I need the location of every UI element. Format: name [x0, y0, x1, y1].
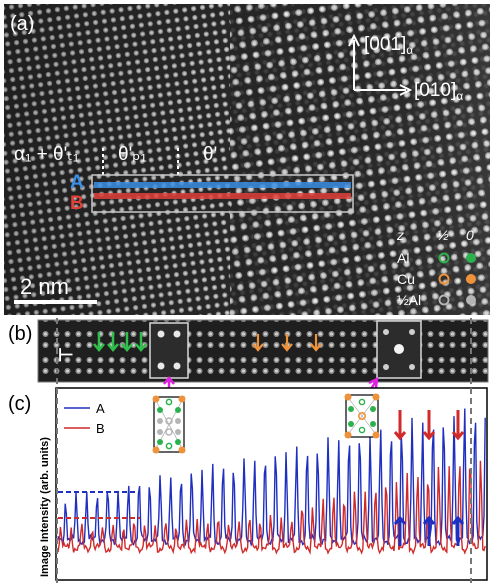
image-shading [4, 4, 490, 315]
green-arrow [107, 332, 119, 352]
inset-box-left [149, 322, 189, 379]
legend-z-label: z [396, 227, 404, 243]
orange-arrow [252, 334, 264, 352]
plot-frame [55, 387, 488, 581]
legend-cu-filled-marker [466, 274, 476, 284]
red-arrow [393, 410, 407, 441]
legend-a-label: A [96, 401, 105, 416]
axis-up-arrowhead [348, 33, 360, 47]
legend-half-al-open-marker [438, 294, 450, 306]
blue-arrow [422, 515, 436, 546]
green-arrows [93, 332, 147, 352]
blue-arrows [393, 515, 465, 546]
profile-box [91, 174, 354, 213]
series-b-line [57, 460, 486, 555]
red-arrows [393, 410, 465, 441]
axis-up-subscript: α [406, 43, 413, 57]
band-b-label: B [70, 193, 84, 214]
svg-text:[001]α: [001]α [364, 34, 413, 57]
orange-arrow [310, 334, 322, 352]
green-arrow [135, 332, 147, 352]
legend-cu-open-marker [438, 273, 450, 285]
legend-half-al-filled-marker [466, 295, 476, 305]
axis-up-label: [001] [364, 34, 406, 55]
legend-half-al-label: ½Al [397, 292, 421, 308]
panel-a: (a) [001]α [010]α α₁ + θ'ₜ₁ θ'ₚ₁ θ' A B … [4, 4, 490, 315]
y-axis-label: Image Intensity (arb. units) [39, 437, 51, 577]
band-a-label: A [70, 172, 84, 193]
panel-c: (c) Image Intensity (arb. units) A B [8, 387, 488, 581]
legend-b-label: B [96, 421, 105, 436]
svg-text:[010]α: [010]α [414, 80, 463, 103]
green-arrow [93, 332, 105, 352]
scale-bar-label: 2 nm [20, 274, 69, 299]
orange-arrows [252, 334, 322, 352]
legend-al-label: Al [397, 250, 409, 266]
atom-legend: z ½ 0 Al Cu ½Al [396, 227, 476, 308]
panel-b-label: (b) [8, 323, 32, 345]
dislocation-symbol: ⊢ [58, 345, 74, 365]
region-1-label: α₁ + θ'ₜ₁ [14, 144, 79, 165]
crystal-axes: [001]α [010]α [348, 33, 463, 103]
unit-cell-inset-left [152, 395, 186, 454]
blue-arrow [393, 515, 407, 546]
band-a [94, 182, 351, 188]
red-arrow [451, 410, 465, 441]
panel-a-label: (a) [10, 13, 34, 35]
legend-cu-label: Cu [397, 271, 415, 287]
region-3-label: θ' [203, 144, 217, 165]
plot-legend: A B [64, 401, 105, 436]
blue-arrow [451, 515, 465, 546]
orange-arrow [281, 334, 293, 352]
scale-bar [14, 300, 97, 304]
unit-cell-inset-right [344, 393, 380, 439]
axis-right-arrowhead [399, 84, 413, 96]
panel-b: (b) ⊢ [4, 318, 490, 395]
red-arrow [422, 410, 436, 441]
axis-right-label: [010] [414, 80, 456, 101]
legend-col-half: ½ [437, 227, 449, 243]
band-b [94, 193, 351, 199]
green-arrow [121, 332, 133, 352]
axis-right-subscript: α [456, 89, 463, 103]
region-2-label: θ'ₚ₁ [118, 144, 147, 165]
panel-c-label: (c) [8, 393, 31, 415]
legend-col-zero: 0 [466, 227, 474, 243]
legend-al-filled-marker [466, 253, 476, 263]
legend-al-open-marker [438, 252, 450, 264]
